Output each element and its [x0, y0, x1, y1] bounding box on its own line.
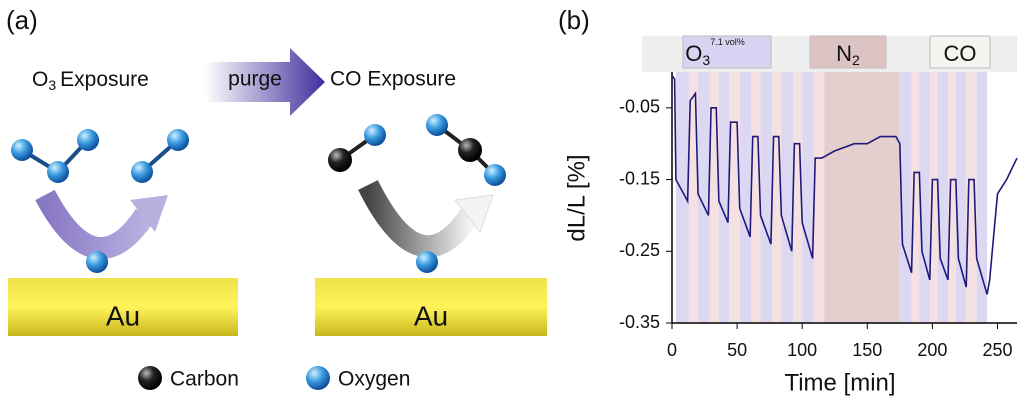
y-axis-label: dL/L [%]: [563, 154, 590, 241]
band: [899, 72, 912, 323]
surface-label: Au: [414, 300, 448, 331]
left-title: O3 Exposure: [32, 68, 149, 93]
band: [772, 72, 782, 323]
x-tick-label: 150: [852, 340, 882, 360]
x-tick-label: 100: [787, 340, 817, 360]
header-label-part: 2: [852, 52, 860, 68]
band: [688, 72, 699, 323]
header-label: N2: [836, 41, 860, 68]
band: [911, 72, 920, 323]
header-label-part: 7.1 vol%: [710, 37, 745, 47]
curved-arrow: [358, 180, 480, 258]
x-tick-label: 250: [982, 340, 1012, 360]
header-label-part: O: [685, 41, 702, 66]
x-tick-label: 200: [917, 340, 947, 360]
y-tick-label: -0.35: [619, 312, 660, 332]
arrow-head: [454, 194, 494, 234]
x-tick-label: 50: [727, 340, 747, 360]
header-label: O37.1 vol%: [685, 37, 744, 67]
x-axis-label: Time [min]: [784, 369, 895, 396]
band: [929, 72, 938, 323]
purge-arrow: [205, 48, 325, 116]
au-surface: [8, 278, 238, 336]
header-label: CO: [944, 41, 977, 66]
band: [718, 72, 730, 323]
band: [937, 72, 948, 323]
band: [793, 72, 803, 323]
data-line: [671, 75, 1018, 295]
band: [760, 72, 773, 323]
purge-label: purge: [228, 68, 282, 91]
y-tick-label: -0.25: [619, 240, 660, 260]
header-box: [682, 35, 772, 69]
band: [709, 72, 719, 323]
right-title: CO Exposure: [330, 68, 456, 91]
x-tick-label: 0: [667, 340, 677, 360]
header-label-part: CO: [944, 41, 977, 66]
legend-label: Oxygen: [338, 368, 410, 391]
band: [976, 72, 988, 323]
band: [729, 72, 740, 323]
band: [966, 72, 977, 323]
legend-label: Carbon: [170, 368, 239, 391]
y-tick-label: -0.15: [619, 168, 660, 188]
header-box: [929, 35, 991, 69]
band: [948, 72, 956, 323]
band: [698, 72, 710, 323]
arrow-head: [130, 195, 168, 232]
panel-label: (a): [6, 5, 38, 35]
band: [781, 72, 794, 323]
au-surface: [315, 278, 547, 336]
curved-arrow: [35, 189, 155, 259]
band: [675, 72, 689, 323]
band: [955, 72, 967, 323]
atoms: [11, 114, 506, 390]
header-label-part: N: [836, 41, 852, 66]
plot: O37.1 vol% N2 CO -0.05 -0.15 -0.25 -0.35 0 50 100…: [619, 35, 1018, 360]
band: [802, 72, 814, 323]
surface-label: Au: [106, 300, 140, 331]
band: [824, 72, 900, 323]
header-box: [809, 35, 887, 69]
band: [813, 72, 825, 323]
panel-label: (b): [558, 5, 590, 35]
band: [739, 72, 752, 323]
header-label-part: 3: [702, 52, 710, 68]
y-tick-label: -0.05: [619, 97, 660, 117]
band: [919, 72, 930, 323]
band: [751, 72, 761, 323]
